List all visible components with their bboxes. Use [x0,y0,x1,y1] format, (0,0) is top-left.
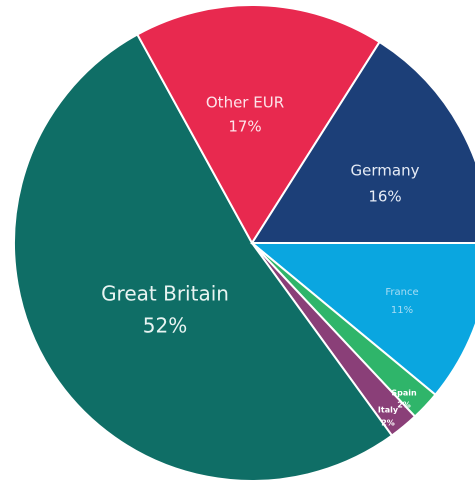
pie-slice [135,4,381,245]
slice-value-label: 2% [381,419,395,428]
pie-slice [249,242,475,397]
pie-slice [250,40,475,244]
pie-slice [13,33,394,481]
slice-label: Italy [378,406,399,415]
slice-value-label: 16% [368,188,401,206]
slice-label: Other EUR [206,94,284,112]
slice-value-label: 11% [391,305,413,316]
slice-label: Great Britain [101,282,229,306]
slice-value-label: 52% [143,314,187,338]
slice-value-label: 2% [397,401,411,410]
slice-label: Germany [351,162,420,180]
slice-label: France [385,287,418,298]
slice-label: Spain [391,389,417,398]
slice-value-label: 17% [228,118,261,136]
